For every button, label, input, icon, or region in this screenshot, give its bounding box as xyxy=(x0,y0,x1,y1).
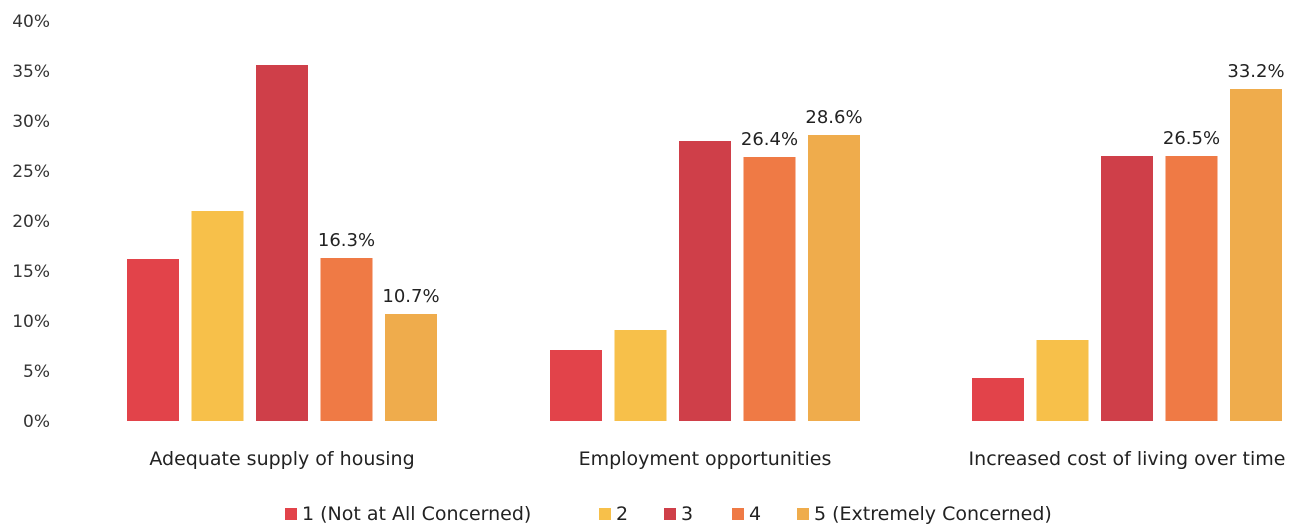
legend-swatch xyxy=(285,508,297,520)
bar xyxy=(320,258,373,421)
bar xyxy=(679,141,731,421)
category-label: Employment opportunities xyxy=(579,448,832,470)
legend: 1 (Not at All Concerned) 2 3 4 5 (Extremely … xyxy=(285,503,1052,525)
bar xyxy=(1036,340,1089,421)
bar xyxy=(550,350,602,421)
category-labels: Adequate supply of housing Employment opp… xyxy=(149,448,1285,470)
category-label: Adequate supply of housing xyxy=(149,448,414,470)
data-labels: 16.3% 10.7% 26.4% 28.6% 26.5% 33.2% xyxy=(318,61,1285,307)
data-label: 10.7% xyxy=(382,286,439,307)
bar xyxy=(972,378,1024,421)
bar xyxy=(385,314,437,421)
y-tick-label: 15% xyxy=(12,262,50,282)
y-tick-label: 20% xyxy=(12,212,50,232)
bar xyxy=(256,65,308,421)
legend-label: 3 xyxy=(681,503,693,525)
legend-swatch xyxy=(732,508,744,520)
legend-label: 2 xyxy=(616,503,628,525)
legend-label: 4 xyxy=(749,503,761,525)
category-label: Increased cost of living over time xyxy=(969,448,1286,470)
data-label: 33.2% xyxy=(1227,61,1284,82)
bar xyxy=(1165,156,1218,421)
y-axis: 0% 5% 10% 15% 20% 25% 30% 35% 40% xyxy=(12,12,50,432)
y-tick-label: 25% xyxy=(12,162,50,182)
legend-swatch xyxy=(664,508,676,520)
y-tick-label: 10% xyxy=(12,312,50,332)
y-tick-label: 0% xyxy=(23,412,50,432)
bar xyxy=(808,135,860,421)
legend-label: 5 (Extremely Concerned) xyxy=(814,503,1052,525)
y-tick-label: 30% xyxy=(12,112,50,132)
legend-swatch xyxy=(599,508,611,520)
data-label: 28.6% xyxy=(805,107,862,128)
legend-label: 1 (Not at All Concerned) xyxy=(302,503,531,525)
data-label: 26.4% xyxy=(741,129,798,150)
y-tick-label: 40% xyxy=(12,12,50,32)
bar xyxy=(743,157,796,421)
bar xyxy=(191,211,244,421)
legend-swatch xyxy=(797,508,809,520)
bars xyxy=(127,65,1282,421)
y-tick-label: 5% xyxy=(23,362,50,382)
bar xyxy=(1101,156,1153,421)
data-label: 16.3% xyxy=(318,230,375,251)
bar xyxy=(614,330,667,421)
data-label: 26.5% xyxy=(1163,128,1220,149)
bar xyxy=(127,259,179,421)
y-tick-label: 35% xyxy=(12,62,50,82)
bar xyxy=(1230,89,1282,421)
